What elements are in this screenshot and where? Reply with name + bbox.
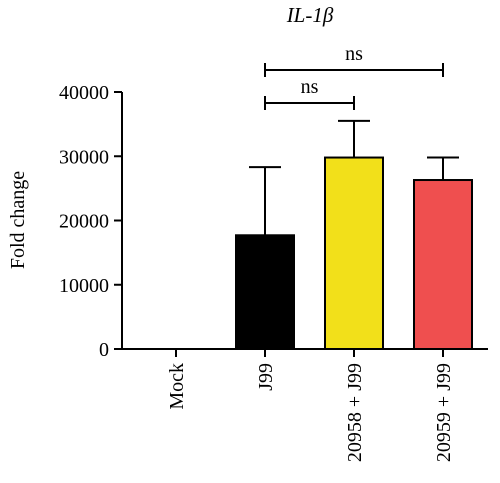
y-axis-label: Fold change [7, 171, 29, 269]
y-tick-label: 40000 [59, 82, 109, 104]
bar [413, 179, 473, 350]
x-tick-label: 20958 + J99 [344, 363, 366, 462]
bar [324, 156, 384, 350]
significance-label: ns [301, 76, 319, 98]
x-tick-label: 20959 + J99 [433, 363, 455, 462]
x-tick-labels: Mock J99 20958 + J99 20959 + J99 [166, 363, 455, 462]
bars [235, 156, 473, 350]
x-tick-label: Mock [166, 363, 188, 410]
error-bars [249, 119, 459, 236]
y-tick-label: 30000 [59, 146, 109, 168]
y-tick-label: 20000 [59, 211, 109, 233]
y-tick-labels: 0 10000 20000 30000 40000 [59, 82, 109, 361]
significance-brackets: ns ns [264, 43, 444, 110]
x-tick-label: J99 [255, 363, 277, 391]
y-tick-label: 0 [99, 339, 109, 361]
bar [235, 234, 295, 350]
y-tick-label: 10000 [59, 275, 109, 297]
chart-title: IL-1β [286, 3, 334, 27]
significance-label: ns [345, 43, 363, 65]
